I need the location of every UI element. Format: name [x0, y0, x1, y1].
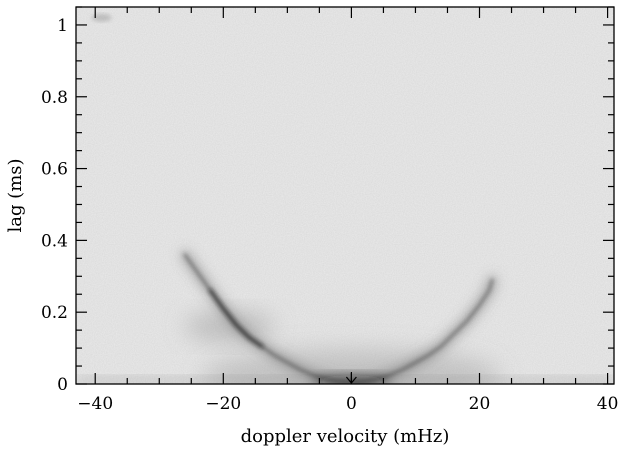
- x-tick-label: 40: [597, 394, 619, 414]
- x-tick-label: 0: [346, 394, 357, 414]
- y-axis-label: lag (ms): [5, 158, 26, 232]
- y-tick-label: 0: [57, 375, 68, 395]
- plot-area: [76, 7, 614, 384]
- heatmap-grain: [76, 7, 614, 384]
- y-tick-label: 1: [57, 16, 68, 36]
- y-tick-label: 0.6: [41, 160, 68, 180]
- x-axis-label: doppler velocity (mHz): [241, 426, 450, 447]
- zero-marker-arrow: [345, 372, 357, 384]
- y-tick-label: 0.2: [41, 303, 68, 323]
- y-tick-label: 0.8: [41, 88, 68, 108]
- heatmap-blob: [184, 312, 275, 341]
- heatmap-arc-dark-segment: [208, 288, 264, 349]
- y-tick-label: 0.4: [41, 231, 68, 251]
- heatmap-arc-group: [76, 13, 614, 384]
- plot-frame: [75, 6, 615, 385]
- x-tick-label: −40: [77, 394, 113, 414]
- x-tick-label: −20: [205, 394, 241, 414]
- heatmap-corner-smudge: [91, 13, 112, 22]
- x-tick-label: 20: [469, 394, 491, 414]
- axis-tick-labels: −40 −20 0 20 40 0 0.2 0.4 0.6 0.8 1: [41, 16, 618, 414]
